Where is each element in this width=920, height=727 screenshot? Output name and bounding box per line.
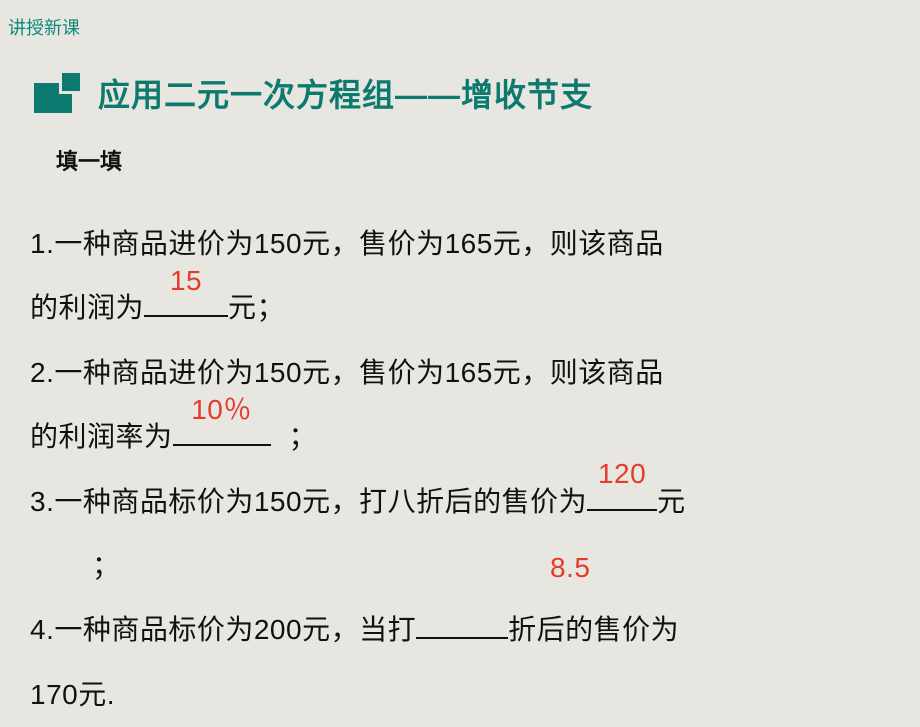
q3-text-a: 3.一种商品标价为150元，打八折后的售价为 bbox=[30, 486, 587, 517]
q3-semicolon: ； bbox=[92, 550, 121, 581]
q4-answer-float: 8.5 bbox=[550, 536, 590, 600]
section-icon bbox=[34, 73, 82, 113]
q1-answer: 15 bbox=[144, 249, 228, 313]
title-row: 应用二元一次方程组——增收节支 bbox=[0, 40, 920, 116]
q4-text-c: 170元. bbox=[30, 679, 115, 710]
subtitle: 填一填 bbox=[0, 116, 920, 176]
q1-text-a: 1.一种商品进价为150元，售价为165元，则该商品 bbox=[30, 228, 664, 259]
q3-text-b: 元 bbox=[657, 486, 686, 517]
q1-blank: 15 bbox=[144, 315, 228, 317]
q1-text-b: 的利润为 bbox=[30, 292, 144, 323]
header-label: 讲授新课 bbox=[0, 0, 920, 40]
page-title: 应用二元一次方程组——增收节支 bbox=[98, 70, 593, 116]
q2-answer: 10％ bbox=[173, 378, 271, 442]
q4-text-b: 折后的售价为 bbox=[508, 614, 679, 645]
q2-text-c: ； bbox=[289, 421, 318, 452]
q2-blank: 10％ bbox=[173, 444, 271, 446]
q4-text-a: 4.一种商品标价为200元，当打 bbox=[30, 614, 416, 645]
q3-blank: 120 bbox=[587, 509, 657, 511]
content: 1.一种商品进价为150元，售价为165元，则该商品 的利润为15元； 2.一种… bbox=[0, 176, 920, 727]
q2-text-b: 的利润率为 bbox=[30, 421, 173, 452]
q1-text-c: 元； bbox=[228, 292, 285, 323]
question-2: 2.一种商品进价为150元，售价为165元，则该商品 的利润率为10％ ； bbox=[30, 341, 890, 470]
q4-blank bbox=[416, 637, 508, 639]
q2-text-a: 2.一种商品进价为150元，售价为165元，则该商品 bbox=[30, 357, 664, 388]
question-3: 3.一种商品标价为150元，打八折后的售价为120元 ； 8.5 bbox=[30, 470, 890, 599]
question-1: 1.一种商品进价为150元，售价为165元，则该商品 的利润为15元； bbox=[30, 212, 890, 341]
question-4: 4.一种商品标价为200元，当打 折后的售价为 170元. bbox=[30, 598, 890, 727]
q3-answer: 120 bbox=[587, 442, 657, 506]
